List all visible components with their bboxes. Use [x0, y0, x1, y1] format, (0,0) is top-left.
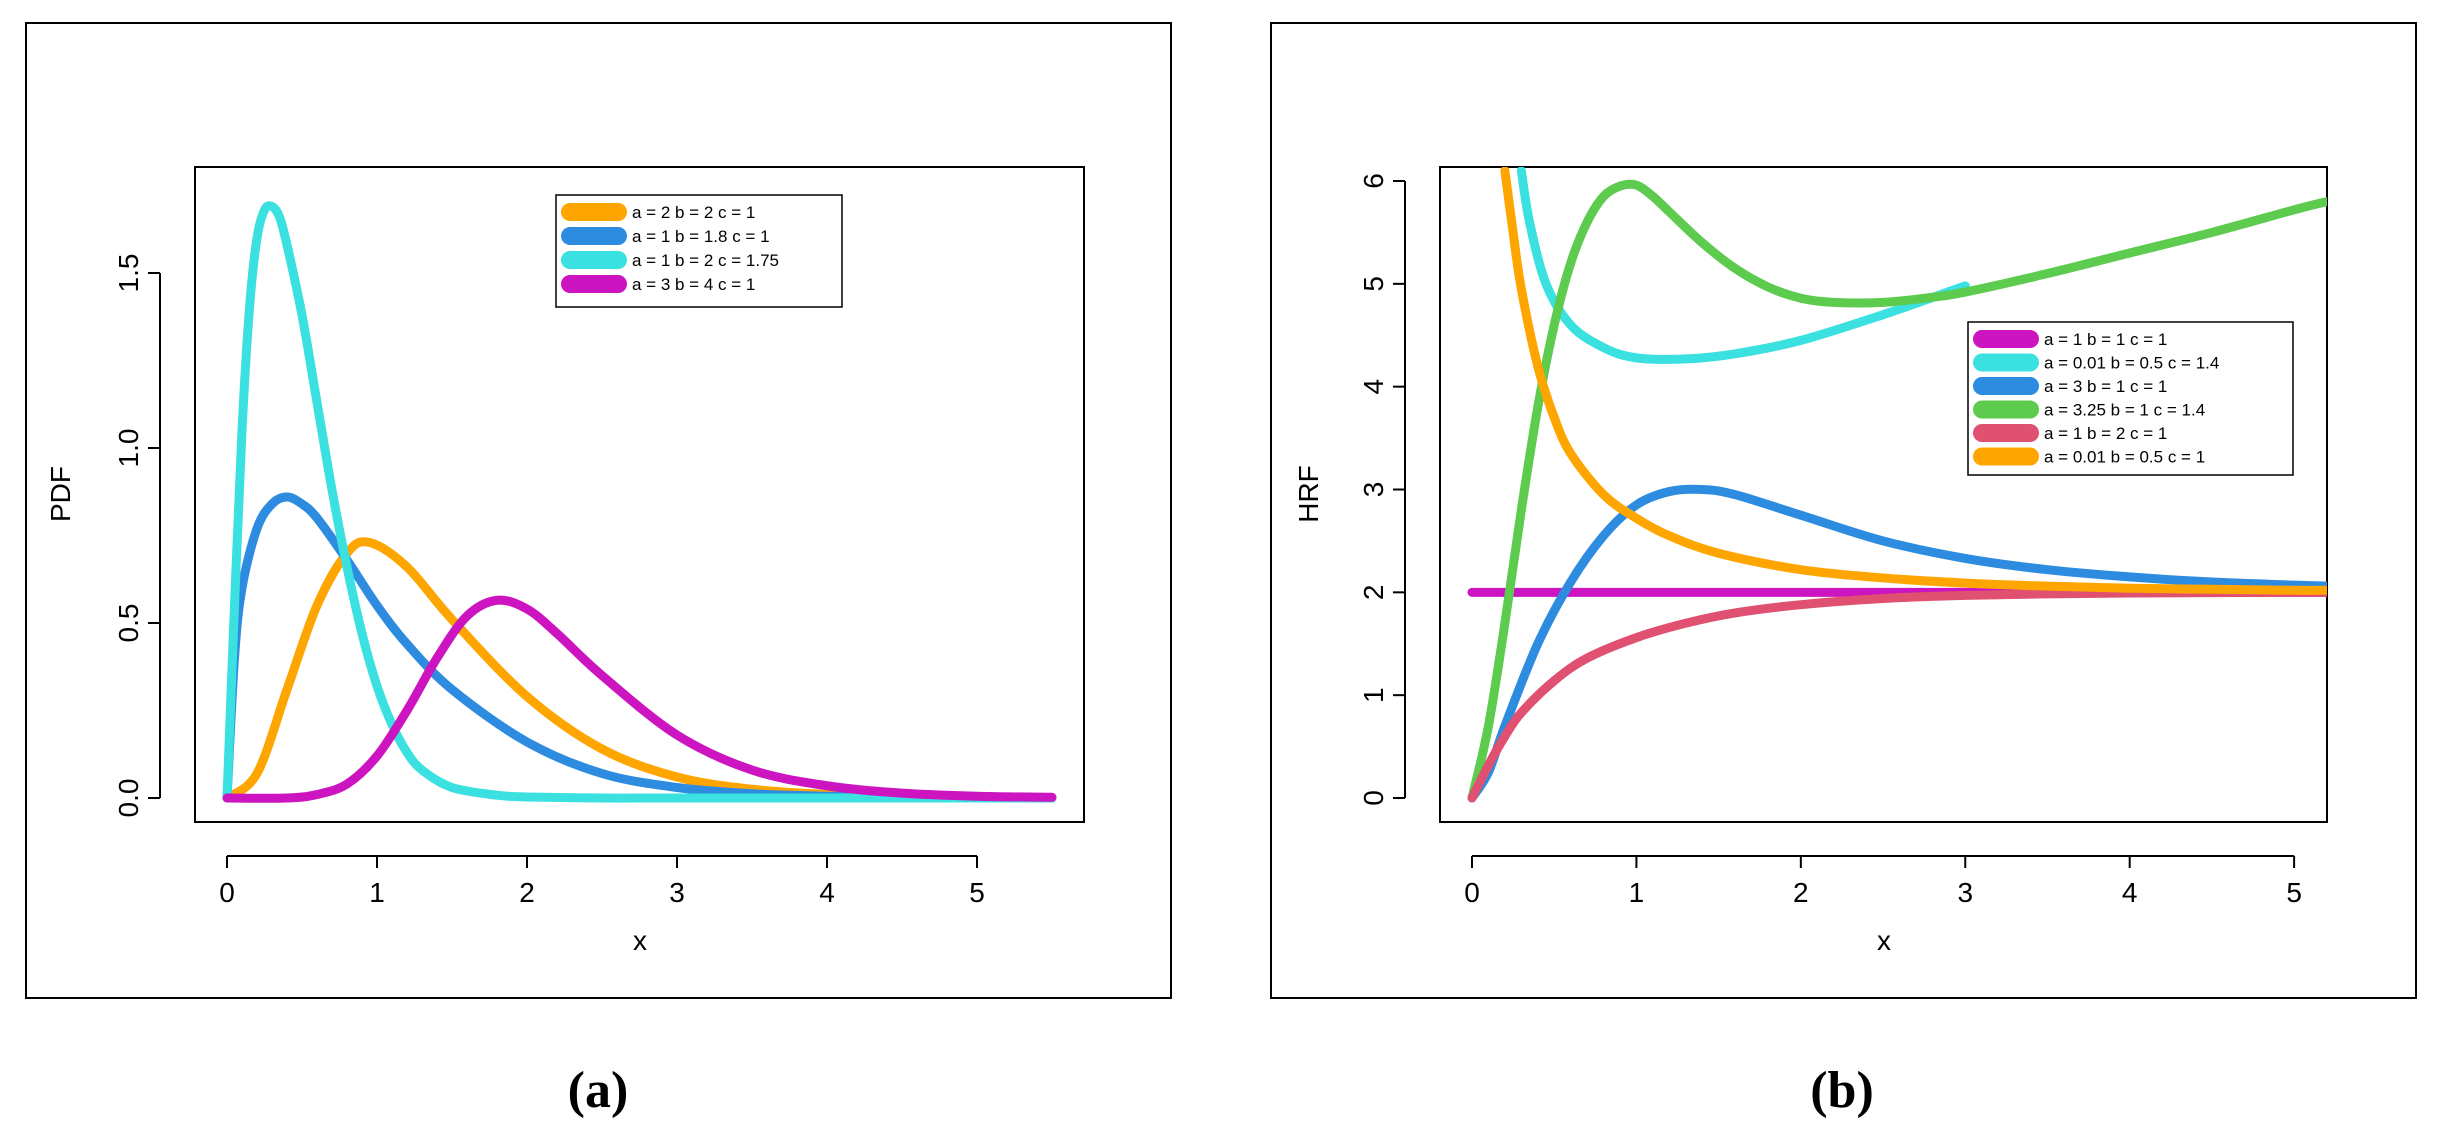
panel-a-curves	[222, 201, 1057, 803]
panel-b-legend-entry: a = 0.01 b = 0.5 c = 1.4	[2044, 354, 2219, 373]
panel-b-outer-frame	[1270, 22, 2417, 999]
panel-b-y-tick-label: 1	[1358, 687, 1389, 703]
panel-b-legend-entry: a = 1 b = 2 c = 1	[2044, 424, 2167, 443]
panel-a-y-tick-label: 1.5	[113, 254, 144, 293]
panel-b-y-tick-label: 6	[1358, 173, 1389, 189]
panel-b-series-line-3	[1467, 484, 2327, 803]
panel-b-x-tick-label: 2	[1793, 877, 1809, 908]
panel-b-legend: a = 1 b = 1 c = 1 a = 0.01 b = 0.5 c = 1.…	[1967, 321, 2294, 476]
panel-b-series-line-4	[1467, 179, 2327, 803]
panel-a-label: (a)	[568, 1062, 629, 1119]
panel-a-outer-frame	[25, 22, 1172, 999]
panel-b-legend-entry: a = 3.25 b = 1 c = 1.4	[2044, 401, 2205, 420]
panel-b-curves	[1467, 167, 2327, 803]
panel-a-pdf-chart: 0 1 2 3 4 5 0.0 0.5 1.0 1.5 x PDF a = 2 b = 2 c =…	[25, 22, 1172, 999]
panel-a-legend-entry: a = 1 b = 1.8 c = 1	[632, 227, 770, 246]
panel-b-label: (b)	[1810, 1062, 1874, 1119]
panel-a-x-tick-label: 3	[669, 877, 685, 908]
panel-a-plot-box	[194, 166, 1085, 823]
panel-a-x-axis-title: x	[633, 925, 647, 956]
panel-b-x-tick-label: 0	[1464, 877, 1480, 908]
panel-b-series-line-5	[1467, 587, 2327, 803]
panel-a-x-tick-label: 4	[819, 877, 835, 908]
panel-a-x-tick-label: 1	[369, 877, 385, 908]
panel-a-axes: 0 1 2 3 4 5 0.0 0.5 1.0 1.5	[113, 254, 985, 908]
panel-a-legend: a = 2 b = 2 c = 1 a = 1 b = 1.8 c = 1 a = …	[555, 194, 843, 308]
panel-b-series-line-2	[1516, 167, 1970, 364]
panel-b-plot-box	[1439, 166, 2328, 823]
panel-a-x-tick-label: 0	[219, 877, 235, 908]
panel-a-legend-entry: a = 3 b = 4 c = 1	[632, 275, 755, 294]
panel-b-y-tick-label: 5	[1358, 276, 1389, 292]
panel-b-legend-entry: a = 0.01 b = 0.5 c = 1	[2044, 448, 2205, 467]
panel-b-y-tick-label: 4	[1358, 379, 1389, 395]
panel-b-axes: 0 1 2 3 4 5 0 1 2 3 4 5 6	[1358, 173, 2302, 908]
panel-a-y-tick-label: 0.5	[113, 604, 144, 643]
panel-a-legend-entry: a = 2 b = 2 c = 1	[632, 203, 755, 222]
panel-b-series-line-6	[1500, 167, 2327, 595]
panel-a-y-tick-label: 1.0	[113, 429, 144, 468]
panel-a-y-tick-label: 0.0	[113, 779, 144, 818]
panel-a-x-tick-label: 5	[969, 877, 985, 908]
panel-b-x-tick-label: 5	[2286, 877, 2302, 908]
panel-b-y-tick-label: 2	[1358, 585, 1389, 601]
panel-b-y-tick-label: 3	[1358, 482, 1389, 498]
panel-a-series-line-4	[222, 595, 1057, 803]
panel-b-x-tick-label: 1	[1629, 877, 1645, 908]
panel-a-x-tick-label: 2	[519, 877, 535, 908]
panel-b-y-tick-label: 0	[1358, 790, 1389, 806]
panel-b-y-axis-title: HRF	[1293, 465, 1324, 523]
panel-b-x-tick-label: 4	[2122, 877, 2138, 908]
panel-b-x-axis-title: x	[1877, 925, 1891, 956]
panel-b-x-tick-label: 3	[1957, 877, 1973, 908]
panel-a-legend-entry: a = 1 b = 2 c = 1.75	[632, 251, 779, 270]
panel-b-legend-entry: a = 3 b = 1 c = 1	[2044, 377, 2167, 396]
panel-a-series-line-2	[222, 492, 1057, 803]
panel-a-series-line-3	[222, 201, 1057, 803]
panel-a-y-axis-title: PDF	[45, 466, 76, 522]
panel-b-legend-entry: a = 1 b = 1 c = 1	[2044, 330, 2167, 349]
